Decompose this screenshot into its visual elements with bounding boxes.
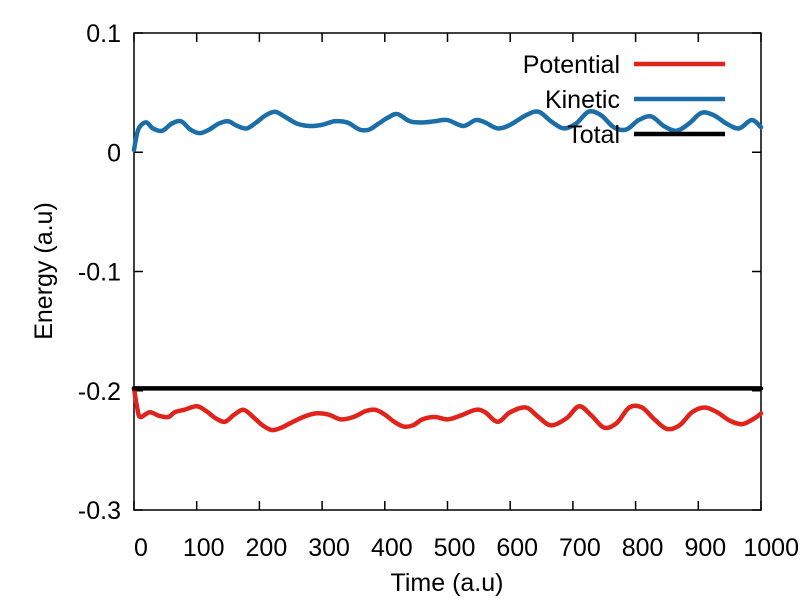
x-tick-label: 400 [371,534,413,562]
series-line-potential [131,386,764,433]
x-tick-label: 500 [434,534,476,562]
x-tick-label: 1000 [743,534,799,562]
legend: Potential Kinetic Total [523,51,725,149]
x-tick-label: 200 [246,534,288,562]
legend-label-kinetic: Kinetic [545,86,620,114]
y-tick-label: -0.3 [78,497,121,525]
x-tick-label: 300 [308,534,350,562]
x-tick-label: 700 [559,534,601,562]
series-layer [131,109,764,433]
plot-frame [133,32,762,511]
y-axis-ticks: 0.1 0 -0.1 -0.2 -0.3 [78,20,761,525]
series-line-kinetic [131,109,764,153]
x-tick-label: 100 [183,534,225,562]
x-axis-ticks: 0 100 200 300 400 500 600 700 800 900 1000 [133,33,799,562]
legend-label-potential: Potential [523,51,620,79]
y-tick-label: -0.2 [78,378,121,406]
y-axis-label: Energy (a.u) [30,202,58,340]
x-tick-label: 600 [496,534,538,562]
y-tick-label: 0.1 [86,20,121,48]
y-tick-label: -0.1 [78,259,121,287]
x-tick-label: 800 [622,534,664,562]
legend-label-total: Total [567,121,620,149]
y-tick-label: 0 [107,139,121,167]
x-tick-label: 0 [134,534,148,562]
x-tick-label: 900 [684,534,726,562]
x-axis-label: Time (a.u) [391,569,504,597]
